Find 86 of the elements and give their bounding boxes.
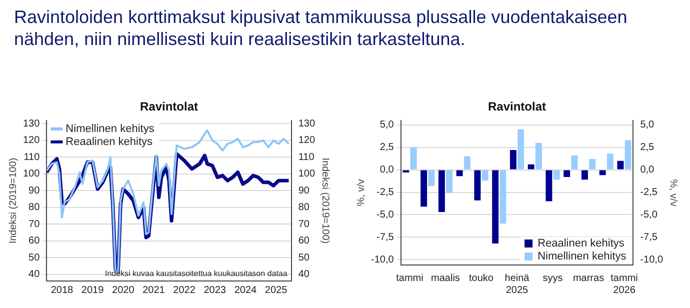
y2-axis-title: %, v/v <box>667 179 678 206</box>
bar <box>500 170 506 224</box>
y2-axis-title: Indeksi (2019=100) <box>319 158 330 244</box>
y-tick-label: 80 <box>28 202 40 214</box>
y-tick-label: 40 <box>28 269 40 280</box>
bar <box>464 156 470 170</box>
bar <box>410 147 417 170</box>
y2-tick-label: 110 <box>298 152 315 163</box>
y2-tick-label: 90 <box>298 185 310 196</box>
bar <box>446 170 453 194</box>
x-tick-label: syys <box>542 272 563 284</box>
chart-title: Ravintolat <box>488 100 546 114</box>
x-tick-label: 2018 <box>50 284 74 296</box>
bar <box>528 164 534 170</box>
bar <box>428 170 435 186</box>
bar <box>474 170 481 200</box>
y-tick-label: 110 <box>24 152 40 163</box>
x-tick-label: tammi 2026 <box>610 272 638 296</box>
y2-tick-label: 130 <box>298 118 316 130</box>
y-tick-label: 50 <box>28 252 40 264</box>
y-tick-label: 0,0 <box>380 164 394 176</box>
y-axis-title: Indeksi (2019=100) <box>8 158 19 244</box>
y-tick-label: 5,0 <box>380 120 394 131</box>
y-tick-label: -10,0 <box>370 254 394 266</box>
bar <box>617 160 624 170</box>
bar <box>564 170 570 177</box>
x-tick-label: 2025 <box>264 284 288 296</box>
x-tick-label: maalis <box>431 272 460 284</box>
x-tick-label: tammi <box>396 272 424 284</box>
bar <box>589 159 596 170</box>
y-tick-label: 70 <box>28 218 40 230</box>
x-tick-label: 2022 <box>173 284 196 296</box>
bar <box>518 129 524 170</box>
x-tick-label: 2021 <box>142 284 166 296</box>
y-tick-label: -5,0 <box>376 209 394 220</box>
bar <box>624 140 632 170</box>
y2-tick-label: -10,0 <box>640 254 664 266</box>
bar <box>546 170 552 202</box>
x-tick-label: 2024 <box>234 284 258 296</box>
bar <box>535 142 542 170</box>
y-tick-label: 100 <box>22 168 40 180</box>
y2-tick-label: 60 <box>298 236 310 247</box>
y-axis-title: %, v/v <box>356 179 367 206</box>
legend-label: Reaalinen kehitys <box>538 238 625 250</box>
bar <box>553 170 560 180</box>
annotation: Indeksi kuvaa kausitasoitettua kuukausitason dataa <box>104 269 288 278</box>
y2-tick-label: 100 <box>298 168 316 180</box>
y2-tick-label: -7,5 <box>640 232 658 243</box>
x-tick-label: 2020 <box>112 284 135 296</box>
y2-tick-label: -2,5 <box>640 187 658 198</box>
bar <box>606 154 614 170</box>
bar <box>492 170 499 244</box>
x-tick-label: touko <box>469 272 494 284</box>
y-tick-label: 120 <box>22 135 40 146</box>
y2-tick-label: 5,0 <box>640 120 655 131</box>
y2-tick-label: -5,0 <box>640 209 658 220</box>
bar <box>420 170 428 207</box>
y2-tick-label: 70 <box>298 218 310 230</box>
bar <box>581 170 588 180</box>
bar <box>571 155 578 170</box>
y-tick-label: 130 <box>22 118 40 130</box>
y2-tick-label: 2,5 <box>640 142 655 154</box>
legend-label: Nimellinen kehitys <box>538 250 627 263</box>
bar <box>482 170 488 181</box>
legend-label: Reaalinen kehitys <box>66 136 154 148</box>
y-tick-label: -2,5 <box>376 187 394 198</box>
chart-title: Ravintolat <box>140 100 198 114</box>
bar <box>456 170 463 176</box>
bar <box>438 170 445 212</box>
legend-label: Nimellinen kehitys <box>66 122 155 135</box>
bar <box>599 170 606 176</box>
y-tick-label: -7,5 <box>376 232 394 243</box>
x-tick-label: heinä 2025 <box>504 272 530 296</box>
y-tick-label: 60 <box>28 236 40 247</box>
y2-tick-label: 120 <box>298 135 316 146</box>
y2-tick-label: 0,0 <box>640 164 655 176</box>
x-tick-label: 2023 <box>204 284 226 296</box>
text: Ravintoloiden korttimaksut kipusivat tammikuussa plussalle vuodentakaiseen nähden, niin nimellisesti kuin reaalisestikin tarkasteltuna. <box>14 6 628 50</box>
y2-tick-label: 80 <box>298 202 310 214</box>
y2-tick-label: 40 <box>298 269 310 280</box>
x-tick-label: 2019 <box>81 284 104 296</box>
bar <box>510 150 516 170</box>
y-tick-label: 2,5 <box>380 142 394 154</box>
y-tick-label: 90 <box>28 185 40 196</box>
x-tick-label: marras <box>572 272 604 284</box>
y2-tick-label: 50 <box>298 252 310 264</box>
